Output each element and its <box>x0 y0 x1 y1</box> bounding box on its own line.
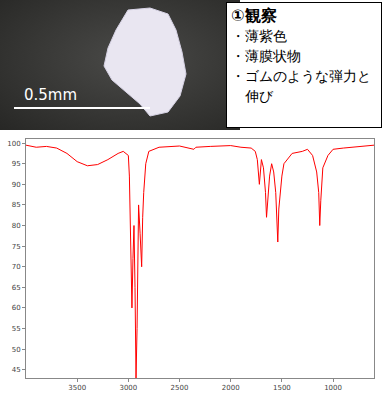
svg-text:3500: 3500 <box>68 384 86 392</box>
svg-text:95: 95 <box>12 160 21 168</box>
svg-text:3000: 3000 <box>119 384 137 392</box>
svg-text:80: 80 <box>12 222 21 230</box>
svg-text:45: 45 <box>12 366 21 374</box>
svg-text:60: 60 <box>12 304 21 312</box>
svg-text:2000: 2000 <box>222 384 240 392</box>
svg-text:65: 65 <box>12 284 21 292</box>
svg-text:100: 100 <box>7 140 20 148</box>
svg-text:55: 55 <box>12 325 21 333</box>
html-text:・薄紫色: ・薄紫色 <box>231 28 287 44</box>
svg-text:1000: 1000 <box>324 384 342 392</box>
svg-text:50: 50 <box>12 346 21 354</box>
svg-text:75: 75 <box>12 243 21 251</box>
svg-text:2500: 2500 <box>171 384 189 392</box>
svg-text:0.5mm: 0.5mm <box>24 86 77 104</box>
html-text:・薄膜状物: ・薄膜状物 <box>231 48 301 64</box>
svg-text:90: 90 <box>12 181 21 189</box>
html-text:・ゴムのような弾力と伸び: ・ゴムのような弾力と伸び <box>231 68 371 104</box>
svg-text:1500: 1500 <box>273 384 291 392</box>
svg-text:85: 85 <box>12 201 21 209</box>
svg-text:70: 70 <box>12 263 21 271</box>
html-text:①観察: ①観察 <box>231 6 277 25</box>
